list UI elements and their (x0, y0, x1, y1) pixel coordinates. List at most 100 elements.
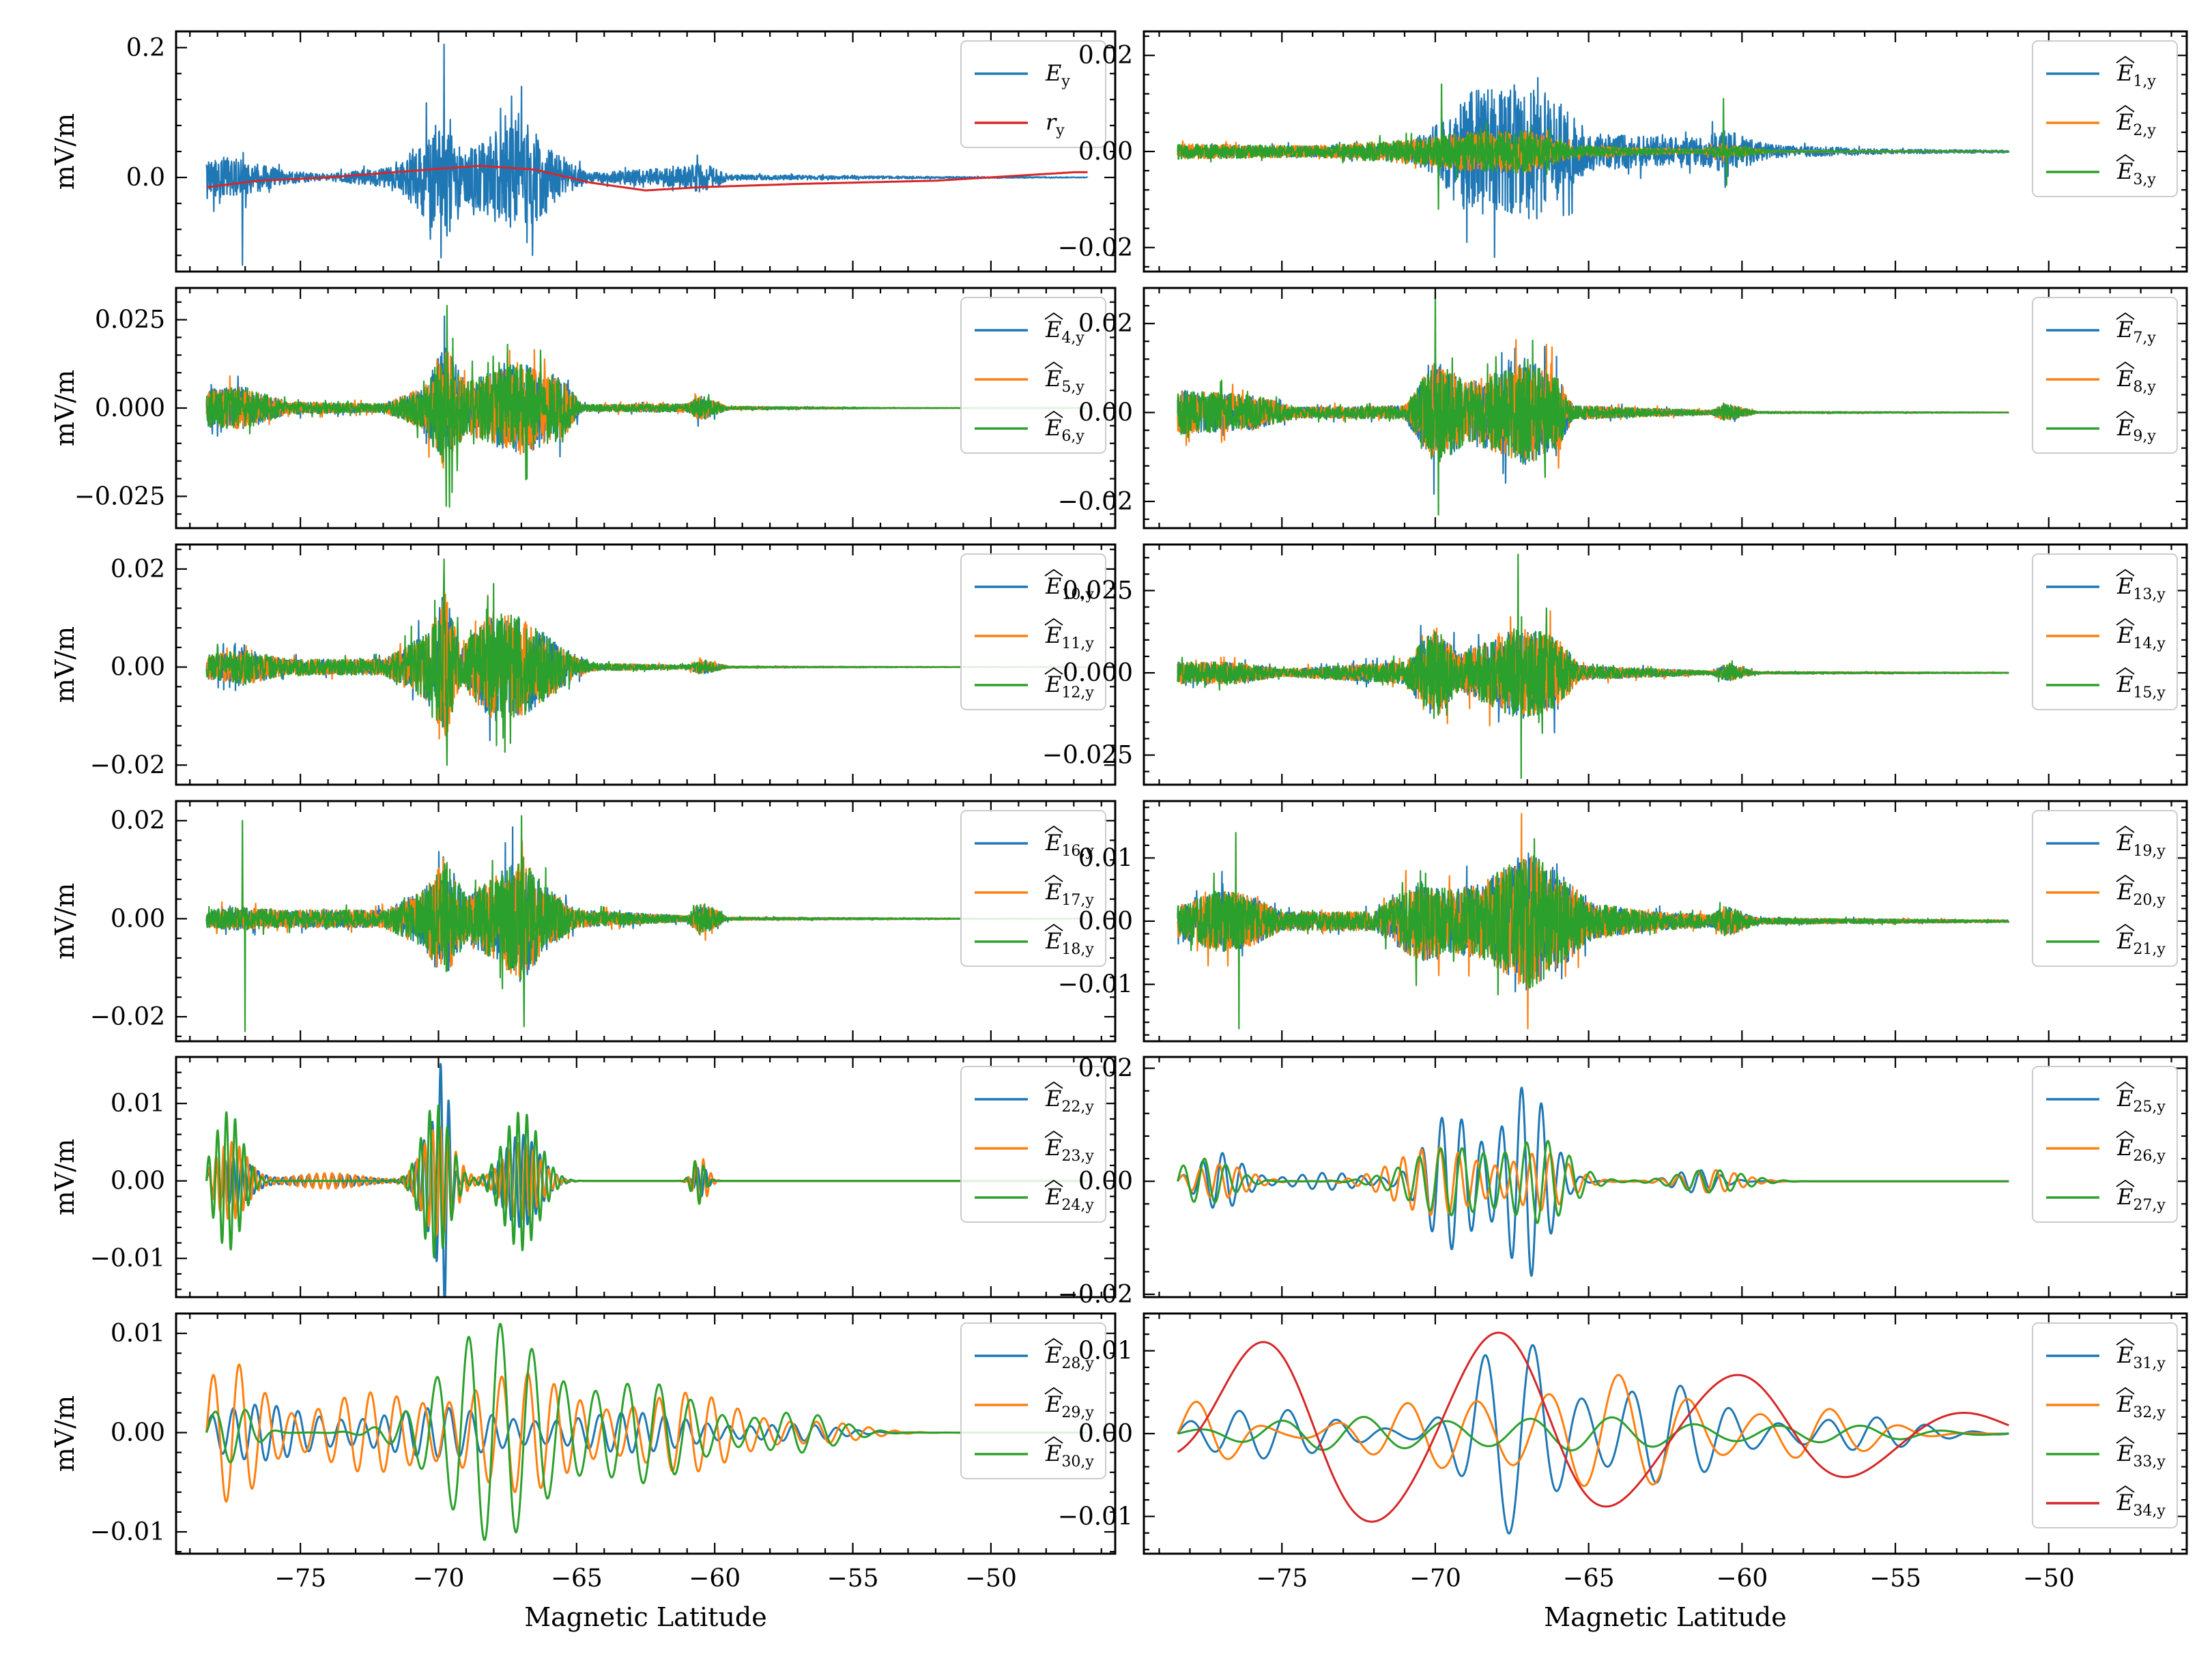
series-group (205, 1322, 1089, 1541)
legend-label: E2,y (2116, 109, 2156, 139)
series-line-e-21-y (1177, 832, 2009, 1030)
x-axis-label: Magnetic Latitude (524, 1602, 767, 1632)
legend: E1,y E2,y E3,y (2032, 40, 2178, 197)
legend-frame (960, 553, 1106, 710)
y-tick-label: 0.2 (126, 34, 165, 62)
legend-hat-accent (1044, 312, 1063, 320)
legend: E28,y E29,y E30,y (960, 1322, 1106, 1479)
panel-right-2: −0.02 0.00 0.02 E7,y E8,y E9,y (1058, 287, 2188, 529)
series-group (1177, 76, 2010, 258)
series-group (1177, 291, 2010, 516)
legend-hat-accent (1044, 874, 1063, 882)
legend: E7,y E8,y E9,y (2032, 297, 2178, 454)
panel-right-1: −0.02 0.00 0.02 E1,y E2,y E3,y (1058, 30, 2188, 273)
legend-hat-accent (2116, 1436, 2135, 1444)
legend-frame (2032, 810, 2178, 967)
legend-label: E25,y (2116, 1086, 2166, 1116)
legend-hat-accent (1044, 1081, 1063, 1089)
y-tick-label: 0.02 (111, 807, 165, 835)
y-tick-label: 0.01 (1078, 844, 1133, 872)
series-line-e-15-y (1177, 553, 2009, 779)
legend-label: E8,y (2116, 366, 2156, 396)
legend-label: E6,y (1045, 415, 1085, 445)
legend-label: E21,y (2116, 928, 2166, 958)
legend-hat-accent (2116, 410, 2135, 418)
legend-hat-accent (2116, 1130, 2135, 1138)
legend-label: E1,y (2116, 60, 2156, 90)
y-axis-label: mV/m (50, 1139, 80, 1215)
y-tick-label: −0.01 (1058, 1503, 1133, 1530)
y-tick-label: 0.0 (126, 164, 165, 192)
y-tick-label: 0.02 (1078, 310, 1133, 338)
y-tick-label: 0.01 (1078, 1337, 1133, 1365)
legend-label: E14,y (2116, 622, 2166, 652)
y-tick-label: 0.00 (111, 654, 165, 682)
legend-hat-accent (2116, 667, 2135, 675)
y-tick-label: 0.02 (111, 555, 165, 583)
legend-label: E26,y (2116, 1135, 2166, 1165)
panel-left-2: −0.025 0.000 0.025 mV/m E4,y E5,y E6,y (50, 287, 1117, 529)
legend-hat-accent (1044, 1436, 1063, 1444)
legend-hat-accent (2116, 1081, 2135, 1089)
y-tick-label: 0.01 (111, 1320, 165, 1348)
legend-frame (960, 297, 1106, 454)
y-tick-label: 0.00 (111, 1419, 165, 1447)
x-tick-label: −55 (827, 1565, 879, 1593)
legend-hat-accent (2116, 312, 2135, 320)
legend-label: E32,y (2116, 1391, 2166, 1421)
legend-hat-accent (2116, 618, 2135, 626)
subplot-grid: 0.00.2mV/mEyry−0.020.000.02E1,yE2,yE3,y−… (50, 30, 2188, 1632)
legend-label: E4,y (1045, 317, 1085, 347)
legend-hat-accent (1044, 618, 1063, 626)
legend-frame (2032, 553, 2178, 710)
legend-label: E34,y (2116, 1490, 2166, 1520)
series-line-r-y (206, 164, 1088, 192)
x-tick-label: −55 (1869, 1565, 1921, 1593)
series-line-e-18-y (205, 815, 1089, 1032)
x-tick-label: −75 (1256, 1565, 1308, 1593)
x-tick-label: −60 (689, 1565, 741, 1593)
legend-hat-accent (2116, 55, 2135, 63)
legend-hat-accent (2116, 154, 2135, 162)
legend-hat-accent (2116, 1387, 2135, 1395)
series-line-e-6-y (205, 304, 1089, 508)
legend-hat-accent (1044, 1130, 1063, 1138)
series-line-e-9-y (1177, 291, 2009, 516)
legend-hat-accent (2116, 568, 2135, 577)
series-line-e-3-y (1177, 83, 2010, 210)
legend-label: E20,y (2116, 879, 2166, 909)
legend-label: E33,y (2116, 1440, 2166, 1470)
series-group (1177, 813, 2010, 1030)
legend-label: E22,y (1045, 1086, 1094, 1116)
series-line-e-34-y (1177, 1331, 2010, 1523)
legend-hat-accent (1044, 1337, 1063, 1346)
legend-label: E24,y (1045, 1184, 1094, 1214)
series-line-e-y (205, 43, 1089, 266)
legend: E13,y E14,y E15,y (2032, 553, 2178, 710)
legend-label: E3,y (2116, 158, 2156, 188)
legend-hat-accent (1044, 667, 1063, 675)
y-tick-label: 0.02 (1078, 42, 1133, 70)
legend: E19,y E20,y E21,y (2032, 810, 2178, 967)
legend-hat-accent (1044, 1387, 1063, 1395)
legend-hat-accent (2116, 923, 2135, 931)
y-tick-label: −0.02 (1058, 488, 1133, 516)
y-tick-label: 0.01 (111, 1090, 165, 1118)
y-axis-label: mV/m (50, 626, 80, 703)
y-tick-label: −0.01 (90, 1245, 165, 1273)
legend-frame (960, 1066, 1106, 1223)
panel-right-5: −0.02 0.00 0.02 E25,y E26,y E27,y (1058, 1055, 2188, 1309)
legend-hat-accent (1044, 1179, 1063, 1187)
y-tick-label: 0.025 (1063, 577, 1133, 605)
series-line-e-27-y (1176, 1140, 2010, 1224)
series-line-e-30-y (205, 1322, 1089, 1541)
legend-label: E5,y (1045, 366, 1085, 396)
legend-label: Ey (1045, 60, 1070, 90)
panel-right-6: −75 −70 −65 −60 −55 −50 Magnetic Latitude −0.01… (1058, 1312, 2188, 1632)
y-tick-label: −0.01 (90, 1518, 165, 1546)
y-tick-label: 0.00 (1078, 138, 1133, 166)
x-tick-label: −70 (412, 1565, 464, 1593)
y-tick-label: −0.025 (74, 482, 165, 510)
legend-label: E9,y (2116, 415, 2156, 445)
